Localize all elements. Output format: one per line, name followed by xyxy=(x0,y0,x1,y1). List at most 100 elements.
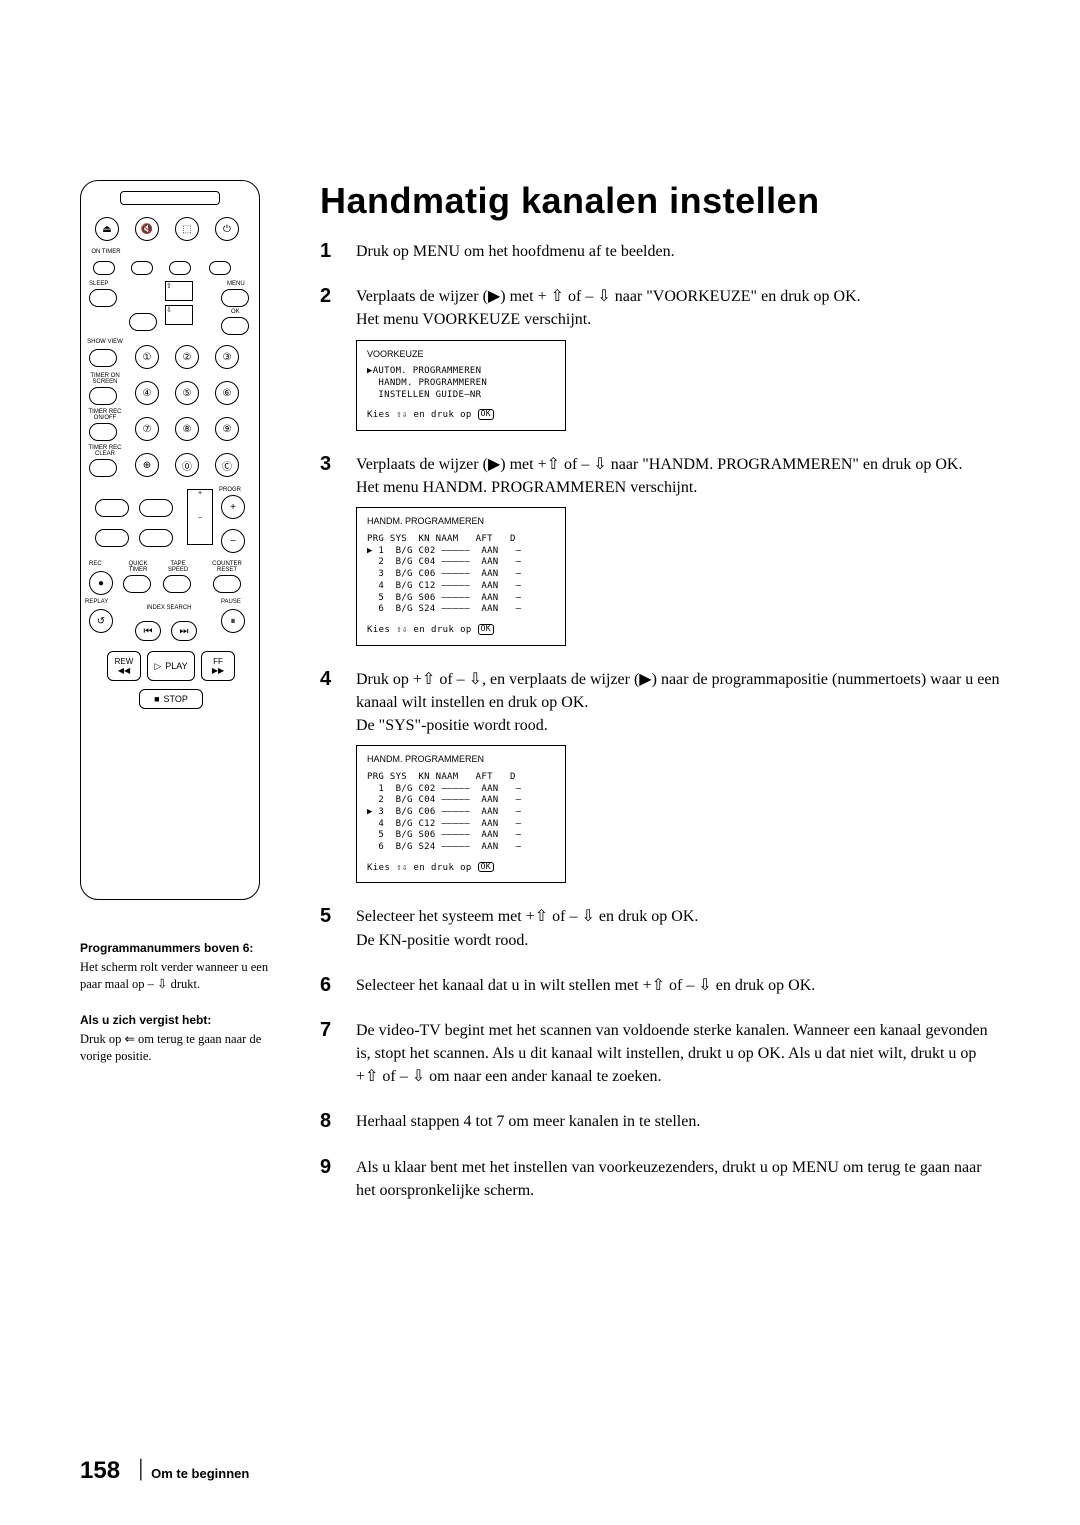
osd1-line2: HANDM. PROGRAMMEREN xyxy=(367,378,555,390)
showview-button xyxy=(89,349,117,367)
step-7-body: De video-TV begint met het scannen van v… xyxy=(356,1019,1000,1089)
tape-speed-button xyxy=(163,575,191,593)
step-2-body-a: Verplaats de wijzer (▶) met + ⇧ of – ⇩ n… xyxy=(356,285,1000,308)
vol-down-2 xyxy=(95,529,129,547)
step-7-num: 7 xyxy=(320,1019,342,1089)
sidebar-note2-title: Als u zich vergist hebt: xyxy=(80,1012,280,1029)
step-8-body: Herhaal stappen 4 tot 7 om meer kanalen … xyxy=(356,1110,1000,1133)
step-5-body-b: De KN-positie wordt rood. xyxy=(356,929,1000,952)
osd3-r6: 6 B/G S24 ––––– AAN – xyxy=(367,842,555,854)
step-5-body-a: Selecteer het systeem met +⇧ of – ⇩ en d… xyxy=(356,905,1000,928)
osd-handm-1: HANDM. PROGRAMMEREN PRG SYS KN NAAM AFT … xyxy=(356,507,566,645)
step-6-body: Selecteer het kanaal dat u in wilt stell… xyxy=(356,974,1000,997)
progr-down: − xyxy=(221,529,245,553)
eject-button: ⏏ xyxy=(95,217,119,241)
step-5: 5 Selecteer het systeem met +⇧ of – ⇩ en… xyxy=(320,905,1000,951)
step-1: 1 Druk op MENU om het hoofdmenu af te be… xyxy=(320,240,1000,263)
sidebar-note1-body: Het scherm rolt verder wanneer u een paa… xyxy=(80,959,280,994)
progr-up: + xyxy=(221,495,245,519)
stop-button: ■STOP xyxy=(139,689,203,709)
step-1-body: Druk op MENU om het hoofdmenu af te beel… xyxy=(356,240,1000,263)
ok-icon: OK xyxy=(478,409,494,420)
step-6: 6 Selecteer het kanaal dat u in wilt ste… xyxy=(320,974,1000,997)
ok-label: OK xyxy=(231,309,240,315)
osd2-title: HANDM. PROGRAMMEREN xyxy=(367,516,555,528)
remote-control-diagram: ⏏ 🔇 ⬚ ⏻ ON TIMER SLEEP MENU ⇧ ⇩ OK SHOW … xyxy=(80,180,260,900)
num-5: ⑤ xyxy=(175,381,199,405)
on-timer-button xyxy=(93,261,115,275)
num-2: ② xyxy=(175,345,199,369)
counter-reset-button xyxy=(213,575,241,593)
ok-icon: OK xyxy=(478,624,494,635)
osd2-r4: 4 B/G C12 ––––– AAN – xyxy=(367,581,555,593)
vol-up-2 xyxy=(139,529,173,547)
osd3-footer: Kies ⇧⇩ en druk op xyxy=(367,863,472,873)
step-9-body: Als u klaar bent met het instellen van v… xyxy=(356,1156,1000,1202)
step-4-body-a: Druk op +⇧ of – ⇩, en verplaats de wijze… xyxy=(356,668,1000,714)
quick-timer-label: QUICK TIMER xyxy=(123,561,153,573)
osd3-r5: 5 B/G S06 ––––– AAN – xyxy=(367,830,555,842)
footer-section: Om te beginnen xyxy=(151,1466,249,1481)
step-6-num: 6 xyxy=(320,974,342,997)
misc-button-3 xyxy=(209,261,231,275)
ff-label: FF xyxy=(213,657,223,666)
misc-button-1 xyxy=(131,261,153,275)
osd1-line3: INSTELLEN GUIDE–NR xyxy=(367,390,555,402)
index-search-label: INDEX SEARCH xyxy=(139,605,199,611)
timer-onscreen-button xyxy=(89,387,117,405)
ok-icon: OK xyxy=(478,862,494,873)
stop-label: STOP xyxy=(164,694,188,704)
misc-round-1: ⊕ xyxy=(135,453,159,477)
page-footer: 158 │ Om te beginnen xyxy=(80,1457,249,1485)
index-next: ⏭ xyxy=(171,621,197,641)
sleep-button xyxy=(89,289,117,307)
vol-down xyxy=(95,499,129,517)
step-2: 2 Verplaats de wijzer (▶) met + ⇧ of – ⇩… xyxy=(320,285,1000,431)
vol-up xyxy=(139,499,173,517)
step-3: 3 Verplaats de wijzer (▶) met +⇧ of – ⇩ … xyxy=(320,453,1000,646)
sidebar-note2-body: Druk op ⇐ om terug te gaan naar de vorig… xyxy=(80,1031,280,1066)
osd3-r1: 1 B/G C02 ––––– AAN – xyxy=(367,784,555,796)
ok-button xyxy=(221,317,249,335)
step-4-body-b: De "SYS"-positie wordt rood. xyxy=(356,714,1000,737)
arrow-left xyxy=(129,313,157,331)
osd1-line1: ▶AUTOM. PROGRAMMEREN xyxy=(367,366,555,378)
osd3-header: PRG SYS KN NAAM AFT D xyxy=(367,772,555,784)
tape-speed-label: TAPE SPEED xyxy=(163,561,193,573)
num-9: ⑨ xyxy=(215,417,239,441)
power-button: ⏻ xyxy=(215,217,239,241)
osd2-r3: 3 B/G C06 ––––– AAN – xyxy=(367,569,555,581)
sleep-label: SLEEP xyxy=(89,281,108,287)
step-9: 9 Als u klaar bent met het instellen van… xyxy=(320,1156,1000,1202)
showview-label: SHOW VIEW xyxy=(85,339,125,345)
osd2-r1: ▶ 1 B/G C02 ––––– AAN – xyxy=(367,546,555,558)
menu-button xyxy=(221,289,249,307)
num-4: ④ xyxy=(135,381,159,405)
misc-button-2 xyxy=(169,261,191,275)
progr-label: PROGR xyxy=(219,487,241,493)
rew-label: REW xyxy=(115,657,134,666)
step-5-num: 5 xyxy=(320,905,342,951)
arrow-down: ⇩ xyxy=(165,305,193,325)
num-6: ⑥ xyxy=(215,381,239,405)
num-8: ⑧ xyxy=(175,417,199,441)
quick-timer-button xyxy=(123,575,151,593)
mute-button: 🔇 xyxy=(135,217,159,241)
remote-ir-window xyxy=(120,191,220,205)
num-3: ③ xyxy=(215,345,239,369)
osd3-r2: 2 B/G C04 ––––– AAN – xyxy=(367,795,555,807)
osd2-header: PRG SYS KN NAAM AFT D xyxy=(367,534,555,546)
osd-handm-2: HANDM. PROGRAMMEREN PRG SYS KN NAAM AFT … xyxy=(356,745,566,883)
play-button: ▷PLAY xyxy=(147,651,195,681)
step-4: 4 Druk op +⇧ of – ⇩, en verplaats de wij… xyxy=(320,668,1000,884)
num-1: ① xyxy=(135,345,159,369)
index-prev: ⏮ xyxy=(135,621,161,641)
timer-onscreen-label: TIMER ON SCREEN xyxy=(83,373,127,385)
replay-label: REPLAY xyxy=(85,599,108,605)
menu-label: MENU xyxy=(227,281,245,287)
osd2-r2: 2 B/G C04 ––––– AAN – xyxy=(367,557,555,569)
rec-label: REC xyxy=(89,561,102,567)
step-2-num: 2 xyxy=(320,285,342,431)
counter-reset-label: COUNTER RESET xyxy=(205,561,249,573)
osd-voorkeuze: VOORKEUZE ▶AUTOM. PROGRAMMEREN HANDM. PR… xyxy=(356,340,566,431)
